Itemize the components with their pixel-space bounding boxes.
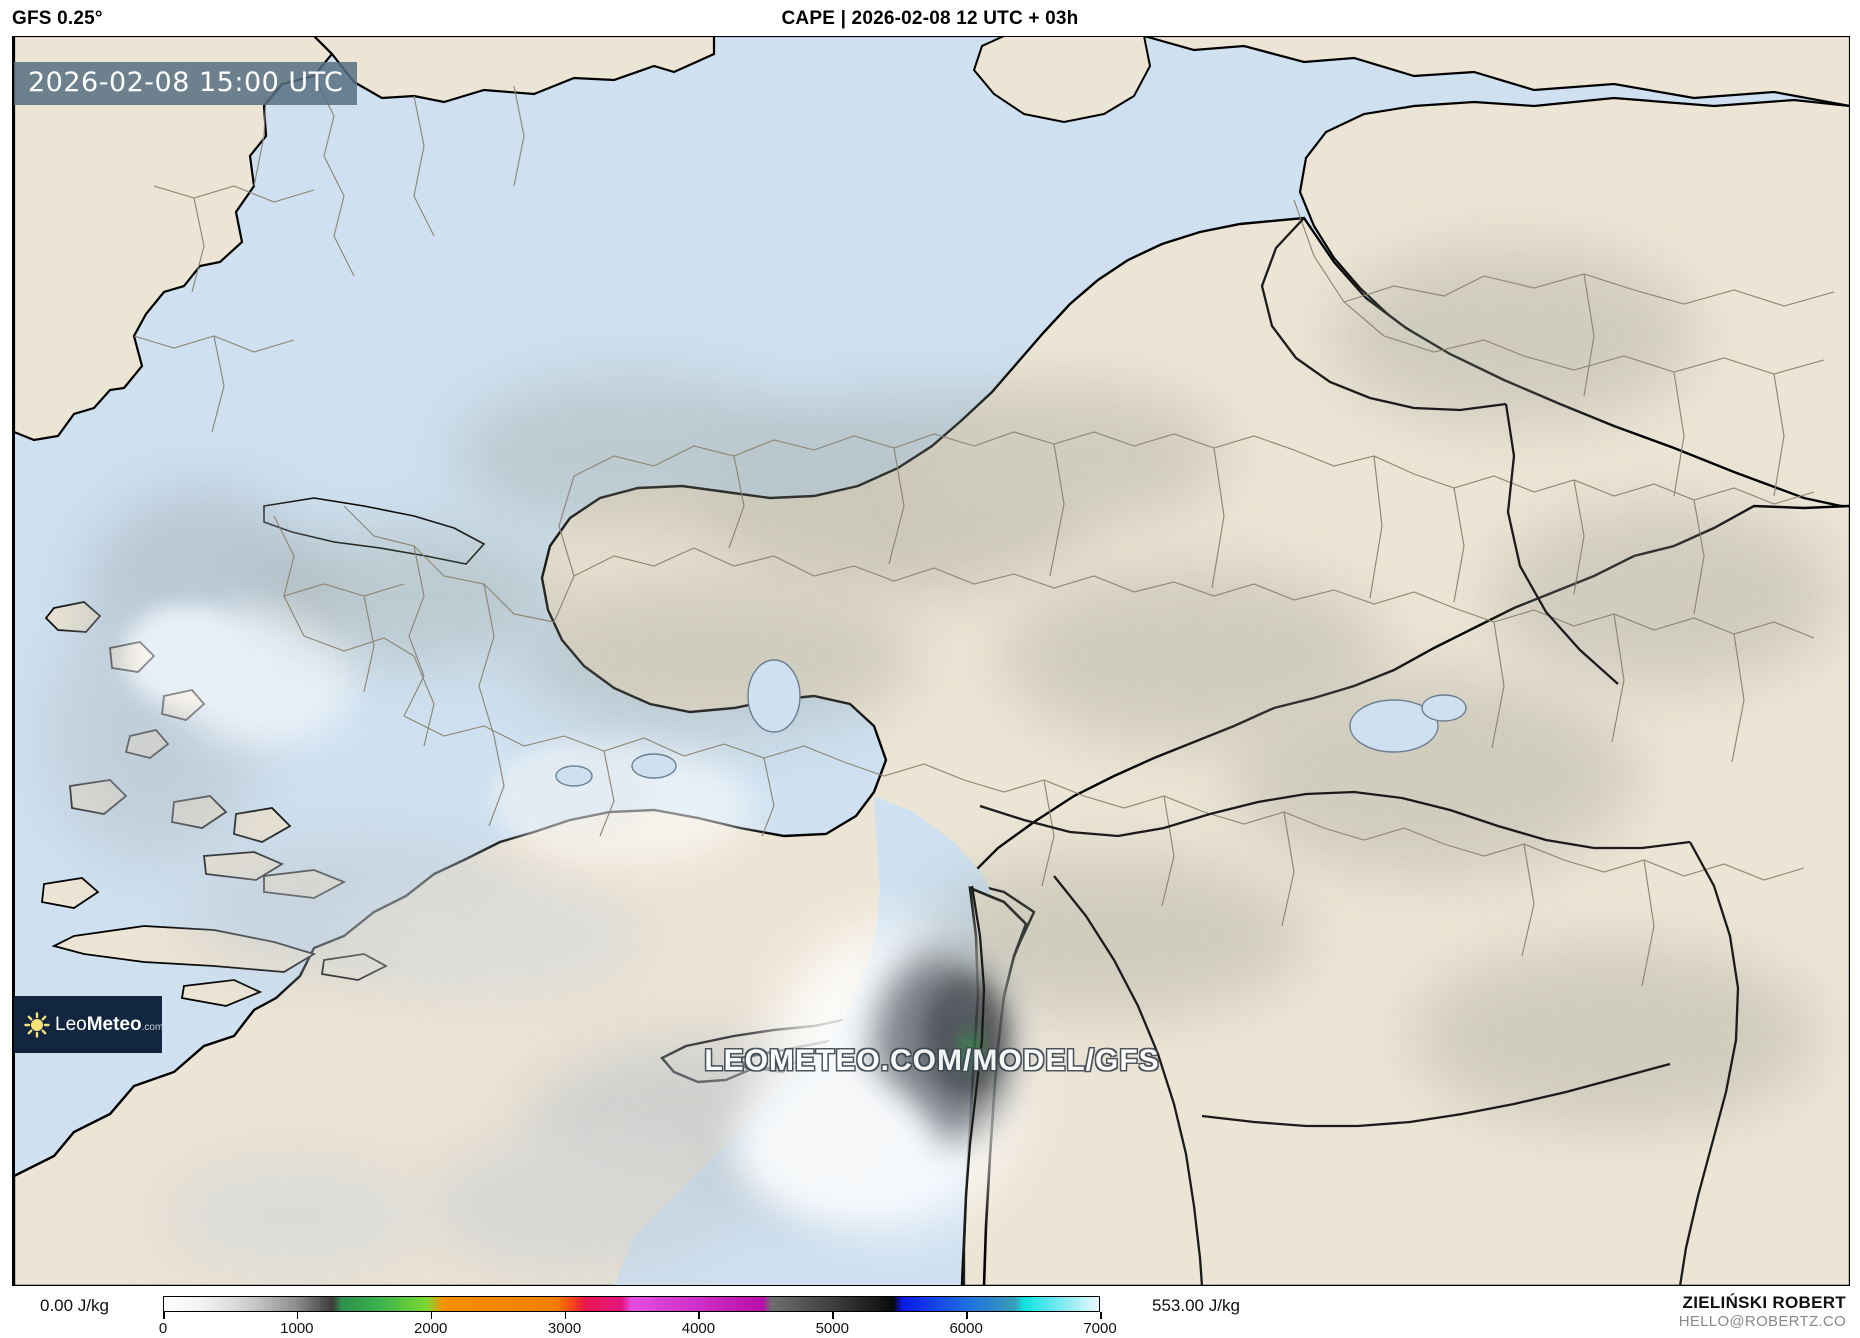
colorbar-tick-label: 5000	[815, 1320, 849, 1337]
colorbar-tick-mark	[430, 1312, 433, 1319]
leometeo-logo[interactable]: LeoMeteo.com	[14, 996, 163, 1053]
field-title: CAPE | 2026-02-08 12 UTC + 03h	[781, 8, 1079, 29]
author-credit: ZIELIŃSKI ROBERT HELLO@ROBERTZ.CO	[1679, 1292, 1846, 1332]
colorbar-ticks: 0 1000 2000 3000 4000 5000 6000 7000	[159, 1312, 1117, 1338]
colorbar-tick-mark	[698, 1312, 700, 1319]
logo-domain-suffix: .com	[141, 1022, 164, 1033]
colorbar-max-label: 553.00 J/kg	[1152, 1296, 1240, 1315]
author-name: ZIELIŃSKI ROBERT	[1682, 1293, 1846, 1312]
colorbar-tick-label: 3000	[547, 1320, 582, 1337]
colorbar-tick-label: 2000	[414, 1320, 448, 1337]
author-email: HELLO@ROBERTZ.CO	[1678, 1313, 1846, 1331]
colorbar-tick-mark	[832, 1312, 834, 1319]
colorbar-tick-label: 1000	[280, 1320, 314, 1337]
sun-icon	[24, 1011, 50, 1038]
colorbar-tick-mark	[1100, 1312, 1102, 1319]
logo-name-light: Leo	[55, 1014, 87, 1035]
colorbar-tick-mark	[966, 1312, 968, 1319]
site-watermark: LEOMETEO.COM/MODEL/GFS	[704, 1044, 1160, 1077]
colorbar-min-label: 0.00 J/kg	[40, 1296, 109, 1315]
colorbar-tick-label: 0	[158, 1320, 168, 1337]
colorbar-tick-mark	[296, 1312, 299, 1319]
colorbar-tick-mark	[564, 1312, 567, 1319]
colorbar-tick-label: 4000	[681, 1320, 716, 1337]
cape-colorbar	[163, 1296, 1100, 1312]
logo-text: LeoMeteo.com	[55, 1015, 163, 1034]
colorbar-tick-mark	[163, 1312, 165, 1319]
forecast-timestamp-badge: 2026-02-08 15:00 UTC	[14, 62, 358, 105]
colorbar-tick-label: 6000	[949, 1320, 983, 1337]
logo-name-bold: Meteo	[86, 1014, 142, 1035]
model-label: GFS 0.25°	[12, 8, 103, 29]
map-canvas	[14, 36, 1850, 1286]
colorbar-tick-label: 7000	[1083, 1320, 1117, 1337]
header-bar: GFS 0.25° CAPE | 2026-02-08 12 UTC + 03h	[0, 0, 1860, 36]
weather-map[interactable]: 2026-02-08 15:00 UTC LEOMETEO.COM/MODEL/…	[12, 36, 1850, 1286]
